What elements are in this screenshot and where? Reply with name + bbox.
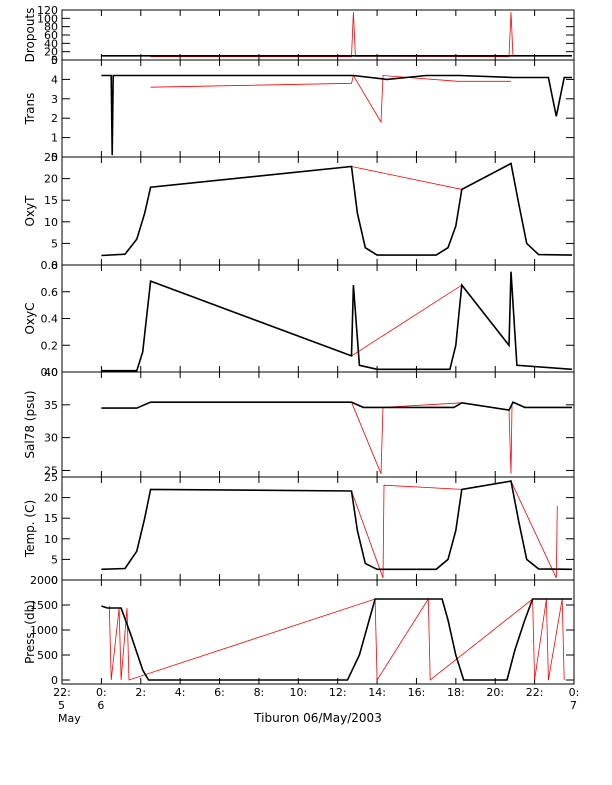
y-tick-label-dropouts: 100 bbox=[37, 12, 58, 25]
series-measured-press bbox=[101, 598, 572, 681]
y-tick-label-oxyc: 0.8 bbox=[41, 259, 59, 272]
y-tick-label-oxyt: 20 bbox=[44, 173, 58, 186]
series-gap-dropouts bbox=[150, 12, 514, 58]
y-tick-label-sal78: 25 bbox=[44, 464, 58, 477]
x-tick-label: 2: bbox=[135, 686, 146, 699]
x-tick-label: 7 bbox=[570, 699, 577, 712]
y-tick-label-temp: 20 bbox=[44, 492, 58, 505]
x-axis-label: Tiburon 06/May/2003 bbox=[253, 711, 382, 725]
series-gap-sal78 bbox=[150, 401, 513, 474]
y-tick-label-trans: 1 bbox=[51, 132, 58, 145]
x-tick-label: 4: bbox=[175, 686, 186, 699]
y-tick-label-press: 0 bbox=[51, 674, 58, 687]
y-tick-label-oxyt: 10 bbox=[44, 216, 58, 229]
y-tick-label-dropouts: 40 bbox=[44, 37, 58, 50]
y-tick-label-oxyc: 0.2 bbox=[41, 339, 59, 352]
x-tick-label: 14: bbox=[368, 686, 386, 699]
x-tick-label: 0: bbox=[96, 686, 107, 699]
panel-frame-press bbox=[61, 579, 575, 685]
y-tick-label-temp: 15 bbox=[44, 512, 58, 525]
y-axis-label-trans: Trans bbox=[23, 93, 37, 126]
panel-frame-temp bbox=[61, 476, 575, 581]
y-tick-label-dropouts: 80 bbox=[44, 21, 58, 34]
y-tick-label-press: 1500 bbox=[30, 599, 58, 612]
panel-frame-oxyt bbox=[61, 156, 575, 266]
y-axis-label-press: Press. (db) bbox=[23, 600, 37, 664]
y-tick-label-dropouts: 60 bbox=[44, 29, 58, 42]
series-gap-temp bbox=[150, 480, 558, 579]
y-tick-label-press: 2000 bbox=[30, 574, 58, 587]
x-tick-label: May bbox=[58, 712, 81, 725]
x-tick-label: 22: bbox=[526, 686, 544, 699]
y-tick-label-temp: 25 bbox=[44, 471, 58, 484]
series-measured-trans bbox=[101, 74, 572, 156]
series-gap-press bbox=[108, 597, 565, 682]
y-tick-label-dropouts: 0 bbox=[51, 54, 58, 67]
y-tick-label-oxyt: 0 bbox=[51, 259, 58, 272]
x-tick-label: 20: bbox=[486, 686, 504, 699]
y-tick-label-oxyc: 0.6 bbox=[41, 286, 59, 299]
x-tick-label: 5 bbox=[58, 699, 65, 712]
x-tick-label: 6: bbox=[214, 686, 225, 699]
x-tick-label: 0: bbox=[569, 686, 580, 699]
x-tick-label: 18: bbox=[447, 686, 465, 699]
series-measured-oxyt bbox=[101, 162, 573, 257]
y-tick-label-trans: 3 bbox=[51, 93, 58, 106]
y-tick-label-press: 1000 bbox=[30, 624, 58, 637]
y-tick-label-temp: 5 bbox=[51, 553, 58, 566]
y-axis-label-dropouts: Dropouts bbox=[23, 8, 37, 63]
x-tick-label: 10: bbox=[289, 686, 307, 699]
y-tick-label-trans: 2 bbox=[51, 112, 58, 125]
x-tick-label: 16: bbox=[408, 686, 426, 699]
y-tick-label-trans: 0 bbox=[51, 151, 58, 164]
y-tick-label-dropouts: 20 bbox=[44, 46, 58, 59]
y-tick-label-press: 500 bbox=[37, 649, 58, 662]
y-tick-label-oxyc: 0.0 bbox=[41, 366, 59, 379]
y-tick-label-dropouts: 120 bbox=[37, 4, 58, 17]
x-tick-label: 22: bbox=[53, 686, 71, 699]
x-tick-label: 12: bbox=[329, 686, 347, 699]
panel-frame-dropouts bbox=[61, 9, 575, 61]
y-tick-label-sal78: 35 bbox=[44, 399, 58, 412]
x-tick-label: 6 bbox=[97, 699, 104, 712]
y-axis-label-temp: Temp. (C) bbox=[23, 500, 37, 558]
panel-frame-trans bbox=[61, 59, 575, 158]
y-tick-label-oxyt: 25 bbox=[44, 151, 58, 164]
series-measured-temp bbox=[101, 480, 573, 571]
y-axis-label-oxyc: OxyC bbox=[23, 302, 37, 334]
y-axis-label-sal78: Sal78 (psu) bbox=[23, 390, 37, 458]
y-tick-label-oxyt: 15 bbox=[44, 194, 58, 207]
y-tick-label-temp: 0 bbox=[51, 574, 58, 587]
series-gap-trans bbox=[150, 74, 511, 124]
y-tick-label-sal78: 30 bbox=[44, 432, 58, 445]
y-tick-label-trans: 5 bbox=[51, 54, 58, 67]
y-tick-label-oxyc: 0.4 bbox=[41, 313, 59, 326]
y-tick-label-sal78: 40 bbox=[44, 366, 58, 379]
y-tick-label-oxyt: 5 bbox=[51, 237, 58, 250]
panel-frame-oxyc bbox=[61, 264, 575, 373]
y-axis-label-oxyt: OxyT bbox=[23, 195, 37, 227]
series-measured-sal78 bbox=[101, 401, 572, 411]
panel-frame-sal78 bbox=[61, 371, 575, 478]
y-tick-label-temp: 10 bbox=[44, 533, 58, 546]
x-tick-label: 8: bbox=[254, 686, 265, 699]
series-gap-oxyt bbox=[150, 163, 512, 190]
series-measured-oxyc bbox=[101, 271, 573, 372]
y-tick-label-trans: 4 bbox=[51, 73, 58, 86]
